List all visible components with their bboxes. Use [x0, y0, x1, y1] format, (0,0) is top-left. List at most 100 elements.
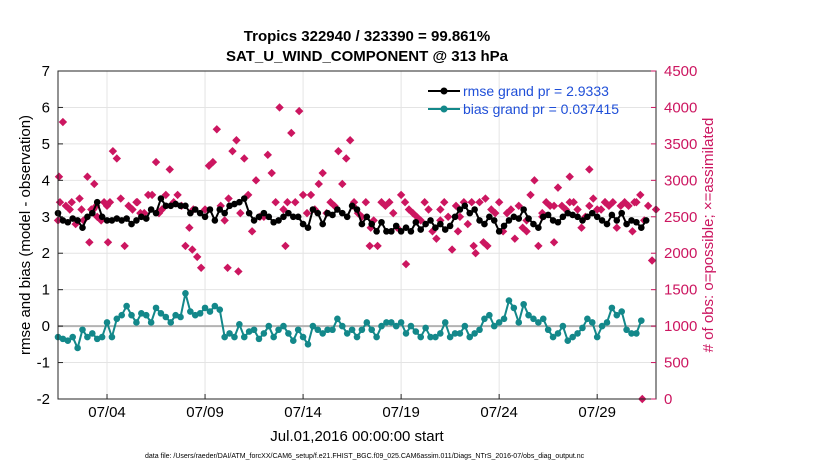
bias-point [417, 333, 425, 341]
rmse-point [289, 213, 297, 221]
assimilated-point [314, 179, 323, 189]
y-axis-left: -2 -1 0 1 2 3 4 5 6 7 [37, 63, 63, 408]
bias-point [162, 313, 170, 321]
rmse-point [133, 217, 140, 224]
assimilated-point [83, 172, 92, 181]
bias-point [79, 326, 86, 334]
assimilated-point [475, 198, 484, 207]
bias-point [265, 322, 273, 330]
legend: rmse grand pr = 2.9333 bias grand pr = 0… [428, 83, 619, 117]
bias-point [500, 315, 508, 323]
assimilated-point [432, 234, 441, 243]
assimilated-point [133, 198, 142, 207]
y-tick-label: 2 [42, 245, 50, 262]
bias-point [373, 333, 380, 341]
bias-point [118, 311, 126, 319]
rmse-point [383, 228, 390, 235]
assimilated-point [424, 205, 433, 214]
bias-point [593, 333, 601, 341]
assimilated-point [404, 205, 414, 214]
assimilated-point [283, 198, 292, 207]
assimilated-point [185, 223, 194, 232]
rmse-point [245, 209, 253, 217]
rmse-point [221, 209, 228, 217]
rmse-point [451, 213, 459, 221]
rmse-point [456, 206, 464, 213]
assimilated-point [58, 117, 68, 127]
rmse-point [422, 220, 429, 228]
bias-point [412, 328, 420, 335]
y-tick-label: 0 [42, 318, 50, 335]
bias-point [368, 326, 376, 334]
bias-point [294, 326, 302, 334]
rmse-point [637, 224, 645, 232]
assimilated-point [345, 136, 355, 145]
assimilated-point [65, 205, 74, 214]
bias-point [167, 319, 175, 326]
rmse-point [535, 224, 542, 232]
bias-point [182, 290, 189, 297]
chart-title: Tropics 322940 / 323390 = 99.861% [244, 28, 490, 45]
bias-point [383, 319, 390, 326]
bias-point [598, 322, 606, 330]
bias-point [618, 308, 625, 315]
bias-point [348, 326, 356, 334]
rmse-point [598, 217, 606, 224]
bias-point [103, 319, 111, 326]
y2-tick-label: 0 [664, 391, 672, 408]
assimilated-point [193, 252, 202, 262]
y2-tick-label: 3500 [664, 136, 697, 153]
rmse-point [280, 213, 287, 221]
x-axis-label: Jul.01,2016 00:00:00 start [270, 428, 444, 445]
assimilated-point [228, 146, 237, 156]
bias-point [427, 333, 434, 341]
rmse-point [348, 202, 356, 210]
rmse-series [54, 195, 650, 235]
bias-point [544, 326, 552, 334]
assimilated-point [396, 190, 406, 200]
rmse-point [255, 213, 263, 221]
y2-tick-label: 4000 [664, 99, 697, 116]
assimilated-point [108, 146, 118, 156]
bias-point [98, 333, 106, 341]
assimilated-point [608, 198, 618, 207]
bias-point [603, 319, 611, 326]
rmse-point [432, 224, 439, 232]
rmse-point [437, 220, 444, 228]
bias-point [437, 330, 444, 337]
y2-tick-label: 1000 [664, 318, 697, 335]
rmse-point [593, 213, 601, 221]
assimilated-point [151, 157, 161, 167]
assimilated-point [208, 157, 218, 167]
rmse-point [642, 217, 650, 224]
bias-point [221, 333, 228, 341]
bias-point [525, 311, 532, 319]
bias-point [334, 315, 341, 323]
rmse-point [378, 218, 385, 226]
bias-point [481, 315, 488, 323]
x-axis: 07/04 07/09 07/14 07/19 07/24 07/29 [88, 394, 616, 421]
bias-point [530, 315, 537, 323]
rmse-point [182, 202, 189, 210]
bias-point [226, 330, 233, 337]
assimilated-point [549, 201, 559, 211]
rmse-point [142, 215, 150, 222]
rmse-point [584, 213, 591, 221]
bias-point [451, 330, 459, 337]
assimilated-point [54, 172, 64, 181]
rmse-point [304, 224, 312, 232]
bias-point [495, 319, 503, 326]
bias-point [559, 322, 567, 330]
rmse-point [177, 202, 184, 210]
x-tick-label: 07/19 [382, 404, 420, 421]
assimilated-point [361, 198, 371, 207]
assimilated-point [334, 146, 343, 156]
y2-tick-label: 4500 [664, 63, 697, 80]
rmse-point [412, 218, 420, 226]
rmse-point [520, 206, 527, 213]
rmse-point [495, 228, 503, 235]
bias-point [309, 322, 317, 330]
assimilated-point [443, 212, 453, 221]
rmse-point [618, 209, 625, 217]
